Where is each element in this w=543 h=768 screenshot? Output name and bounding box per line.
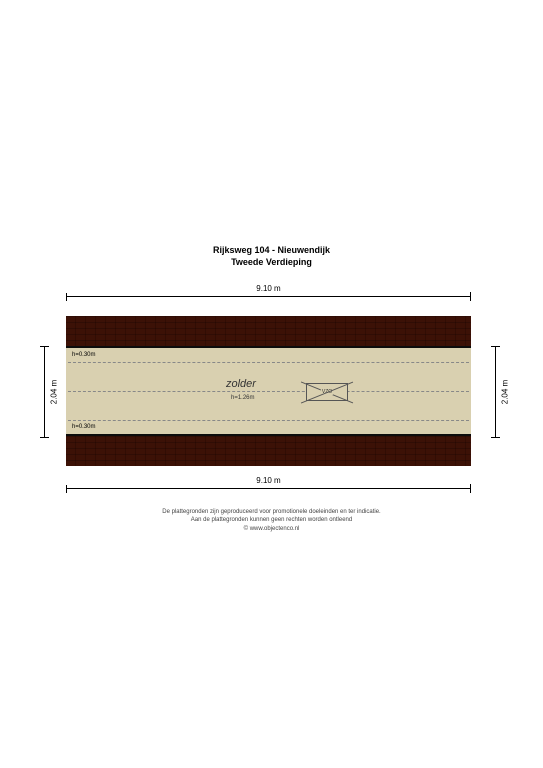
dimension-label-top: 9.10 m [66, 284, 471, 293]
knee-wall-line-top [68, 362, 469, 363]
dimension-bar-left: 2.04 m [44, 346, 45, 438]
disclaimer-line-1: De plattegronden zijn geproduceerd voor … [0, 508, 543, 516]
hatch-opening: VZO [306, 383, 348, 401]
title-block: Rijksweg 104 - Nieuwendijk Tweede Verdie… [0, 245, 543, 268]
dimension-bar-top: 9.10 m [66, 296, 471, 297]
knee-wall-line-bottom [68, 420, 469, 421]
roof-bottom [66, 436, 471, 466]
wall-height-top-label: h=0.30m [72, 352, 96, 358]
disclaimer-line-3: © www.objectenco.nl [0, 525, 543, 533]
floorplan: h=0.30m zolder h=1.26m VZO h=0.30m [66, 316, 471, 466]
dimension-bar-right: 2.04 m [495, 346, 496, 438]
hatch-label: VZO [321, 389, 333, 395]
disclaimer-block: De plattegronden zijn geproduceerd voor … [0, 508, 543, 533]
room-name: zolder [226, 378, 256, 390]
dimension-label-left: 2.04 m [50, 376, 59, 408]
wall-height-bottom-label: h=0.30m [72, 424, 96, 430]
room-height-label: h=1.26m [231, 395, 255, 401]
ridge-line [68, 391, 469, 392]
title-line-1: Rijksweg 104 - Nieuwendijk [0, 245, 543, 257]
title-line-2: Tweede Verdieping [0, 257, 543, 269]
dimension-label-bottom: 9.10 m [66, 476, 471, 485]
disclaimer-line-2: Aan de plattegronden kunnen geen rechten… [0, 516, 543, 524]
roof-top [66, 316, 471, 346]
dimension-label-right: 2.04 m [501, 376, 510, 408]
interior-room: h=0.30m zolder h=1.26m VZO h=0.30m [66, 346, 471, 436]
dimension-bar-bottom: 9.10 m [66, 488, 471, 489]
